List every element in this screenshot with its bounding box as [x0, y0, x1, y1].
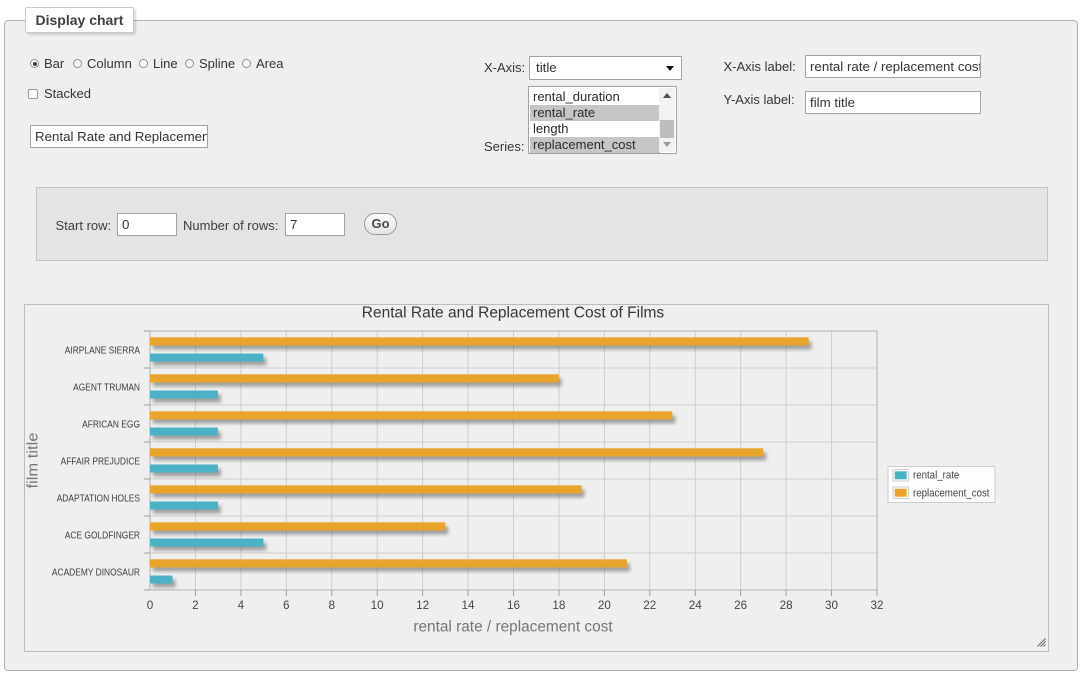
svg-text:replacement_cost: replacement_cost [913, 488, 990, 500]
svg-text:8: 8 [328, 599, 335, 612]
svg-text:0: 0 [147, 599, 154, 612]
svg-text:16: 16 [507, 599, 520, 612]
svg-text:32: 32 [870, 599, 883, 612]
svg-text:24: 24 [689, 599, 703, 612]
svg-text:26: 26 [734, 599, 747, 612]
svg-text:30: 30 [825, 599, 839, 612]
svg-text:18: 18 [552, 599, 565, 612]
svg-text:film title: film title [26, 433, 42, 489]
svg-text:AFFAIR PREJUDICE: AFFAIR PREJUDICE [61, 457, 141, 468]
svg-text:14: 14 [462, 599, 476, 612]
svg-text:ACE GOLDFINGER: ACE GOLDFINGER [65, 531, 140, 542]
svg-text:ADAPTATION HOLES: ADAPTATION HOLES [57, 494, 140, 505]
svg-text:20: 20 [598, 599, 612, 612]
svg-text:rental_rate: rental_rate [913, 470, 959, 482]
svg-text:10: 10 [371, 599, 385, 612]
svg-text:28: 28 [780, 599, 793, 612]
svg-text:AGENT TRUMAN: AGENT TRUMAN [73, 383, 140, 394]
svg-text:ACADEMY DINOSAUR: ACADEMY DINOSAUR [52, 568, 140, 579]
svg-text:Rental Rate and Replacement Co: Rental Rate and Replacement Cost of Film… [362, 305, 665, 322]
svg-text:2: 2 [192, 599, 199, 612]
svg-text:AIRPLANE SIERRA: AIRPLANE SIERRA [65, 346, 140, 357]
svg-text:6: 6 [283, 599, 290, 612]
svg-text:rental rate / replacement cost: rental rate / replacement cost [413, 619, 613, 636]
svg-text:4: 4 [238, 599, 245, 612]
svg-text:12: 12 [416, 599, 429, 612]
svg-text:AFRICAN EGG: AFRICAN EGG [82, 420, 140, 431]
svg-text:22: 22 [643, 599, 656, 612]
